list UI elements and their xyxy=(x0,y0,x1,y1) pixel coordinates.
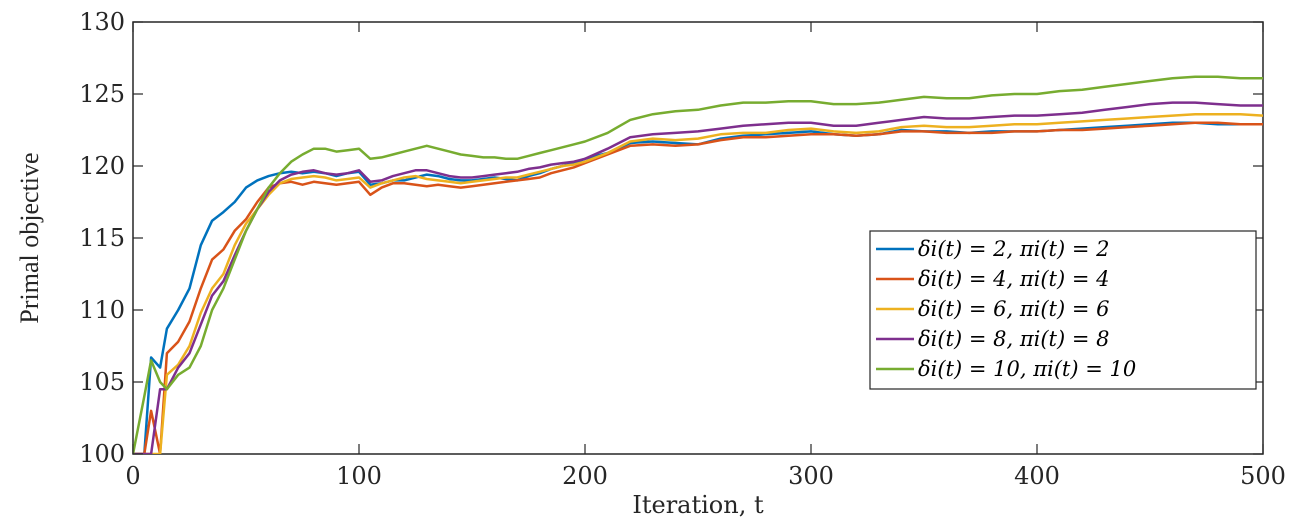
y-tick-label: 130 xyxy=(79,8,125,36)
legend-box xyxy=(869,230,1257,390)
y-tick-label: 110 xyxy=(79,296,125,324)
y-tick-label: 105 xyxy=(79,368,125,396)
legend-label-2: δi(t) = 4, πi(t) = 4 xyxy=(918,267,1110,291)
legend-label-3: δi(t) = 6, πi(t) = 6 xyxy=(918,297,1110,321)
x-tick-label: 500 xyxy=(1240,462,1286,490)
y-tick-label: 100 xyxy=(79,440,125,468)
x-axis-title: Iteration, t xyxy=(632,491,764,519)
y-tick-label: 115 xyxy=(79,224,125,252)
y-axis: 100 105 110 115 120 125 130 xyxy=(79,8,1263,468)
x-tick-label: 100 xyxy=(336,462,382,490)
legend-label-5: δi(t) = 10, πi(t) = 10 xyxy=(918,357,1136,381)
legend-label-1: δi(t) = 2, πi(t) = 2 xyxy=(918,237,1110,261)
x-tick-label: 200 xyxy=(562,462,608,490)
legend-label-4: δi(t) = 8, πi(t) = 8 xyxy=(918,327,1110,351)
x-axis: 0 100 200 300 400 500 xyxy=(125,22,1286,490)
x-tick-label: 0 xyxy=(125,462,140,490)
series-line-2 xyxy=(133,121,1263,454)
x-tick-label: 300 xyxy=(788,462,834,490)
legend: δi(t) = 2, πi(t) = 2 δi(t) = 4, πi(t) = 4… xyxy=(869,230,1257,390)
series-layer xyxy=(133,75,1263,454)
x-tick-label: 400 xyxy=(1014,462,1060,490)
y-axis-title: Primal objective xyxy=(15,152,44,323)
y-tick-label: 125 xyxy=(79,80,125,108)
y-tick-label: 120 xyxy=(79,152,125,180)
series-line-5 xyxy=(133,75,1263,454)
